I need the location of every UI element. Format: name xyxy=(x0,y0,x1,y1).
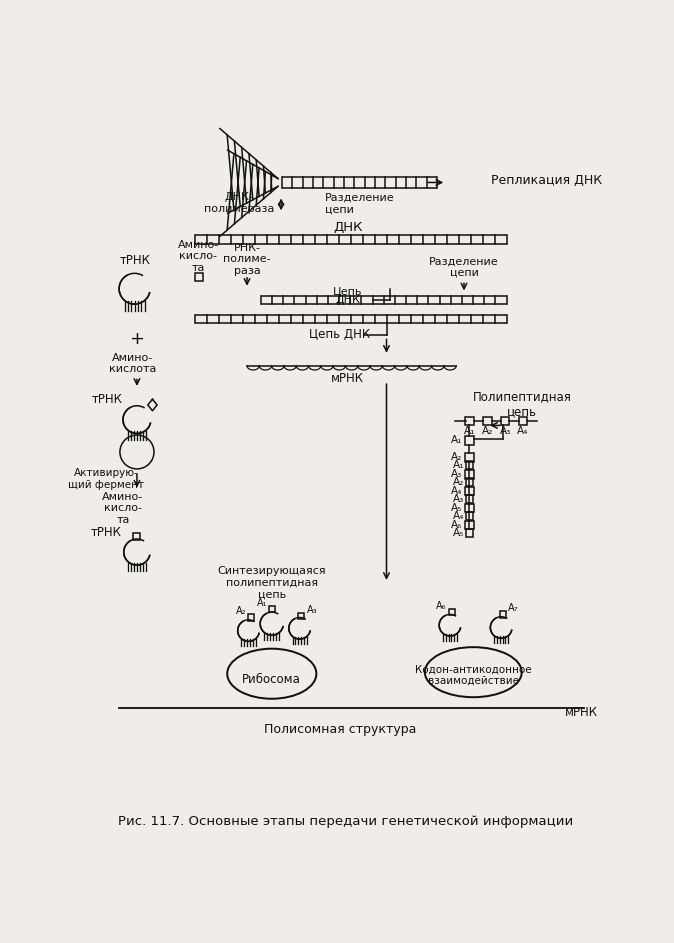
Bar xyxy=(466,529,473,537)
Text: Полисомная структура: Полисомная структура xyxy=(264,722,416,736)
Text: A₄: A₄ xyxy=(453,511,464,521)
Text: A₂: A₂ xyxy=(482,426,493,437)
Text: A₃: A₃ xyxy=(452,470,462,479)
Bar xyxy=(465,504,474,512)
Text: ДНК-
полимераза: ДНК- полимераза xyxy=(204,192,274,214)
Text: A₆: A₆ xyxy=(452,521,462,530)
Text: Разделение
цепи: Разделение цепи xyxy=(429,256,499,278)
Text: A₅: A₅ xyxy=(452,504,462,513)
Text: тРНК: тРНК xyxy=(119,255,150,268)
Bar xyxy=(269,606,275,612)
Text: тРНК: тРНК xyxy=(92,393,123,406)
Text: A₃: A₃ xyxy=(453,494,464,504)
Text: ДНК: ДНК xyxy=(333,221,363,234)
Text: A₁: A₁ xyxy=(452,436,463,445)
Text: A₄: A₄ xyxy=(517,426,528,437)
Bar xyxy=(466,478,473,486)
Bar xyxy=(448,609,455,615)
Text: Синтезирующаяся
полипептидная
цепь: Синтезирующаяся полипептидная цепь xyxy=(218,566,326,600)
Text: A₁: A₁ xyxy=(257,598,268,608)
Bar xyxy=(466,512,473,520)
Text: Амино-
кисло-
та: Амино- кисло- та xyxy=(102,491,144,524)
Text: A₁: A₁ xyxy=(453,460,464,470)
Text: Активирую-
щий фермент: Активирую- щий фермент xyxy=(68,468,144,489)
Text: Рибосома: Рибосома xyxy=(243,673,301,687)
Text: РНК-
полиме-
раза: РНК- полиме- раза xyxy=(223,243,271,276)
Bar xyxy=(195,273,204,281)
Text: Цепь: Цепь xyxy=(333,287,363,297)
Text: Разделение
цепи: Разделение цепи xyxy=(324,192,394,214)
Bar xyxy=(518,417,527,425)
Text: Рис. 11.7. Основные этапы передачи генетической информации: Рис. 11.7. Основные этапы передачи генет… xyxy=(118,815,573,828)
Text: A₃: A₃ xyxy=(499,426,511,437)
Bar xyxy=(465,521,474,529)
Bar xyxy=(499,611,506,618)
Bar xyxy=(465,437,474,445)
Text: Амино-
кислота: Амино- кислота xyxy=(109,353,156,374)
Bar xyxy=(465,470,474,478)
Bar xyxy=(466,461,473,469)
Bar xyxy=(483,417,491,425)
Text: мРНК: мРНК xyxy=(331,372,364,386)
Text: мРНК: мРНК xyxy=(565,705,598,719)
Bar xyxy=(466,495,473,503)
Text: Кодон-антикодонное
взаимодействие: Кодон-антикодонное взаимодействие xyxy=(415,665,532,687)
Bar xyxy=(133,533,140,540)
Text: A₂: A₂ xyxy=(453,477,464,487)
Bar xyxy=(501,417,510,425)
Text: Цепь ДНК: Цепь ДНК xyxy=(309,328,370,341)
Text: A₆: A₆ xyxy=(435,601,446,611)
Bar xyxy=(465,417,474,425)
Text: A₃: A₃ xyxy=(307,604,317,615)
Text: Амино-
кисло-
та: Амино- кисло- та xyxy=(177,240,219,273)
Text: A₂: A₂ xyxy=(235,606,246,617)
Text: +: + xyxy=(129,330,144,348)
Text: Полипептидная
цепь: Полипептидная цепь xyxy=(472,390,572,418)
Text: ДНК: ДНК xyxy=(335,295,360,306)
Bar xyxy=(465,454,474,461)
Text: A₁: A₁ xyxy=(464,426,475,437)
Bar xyxy=(465,487,474,495)
Text: A₂: A₂ xyxy=(452,453,462,462)
Text: A₄: A₄ xyxy=(452,487,463,496)
Text: A₅: A₅ xyxy=(453,528,464,538)
Bar xyxy=(298,613,305,619)
Bar xyxy=(248,615,254,620)
Text: Репликация ДНК: Репликация ДНК xyxy=(491,174,603,187)
Text: A₇: A₇ xyxy=(508,604,518,613)
Text: тРНК: тРНК xyxy=(90,526,121,539)
